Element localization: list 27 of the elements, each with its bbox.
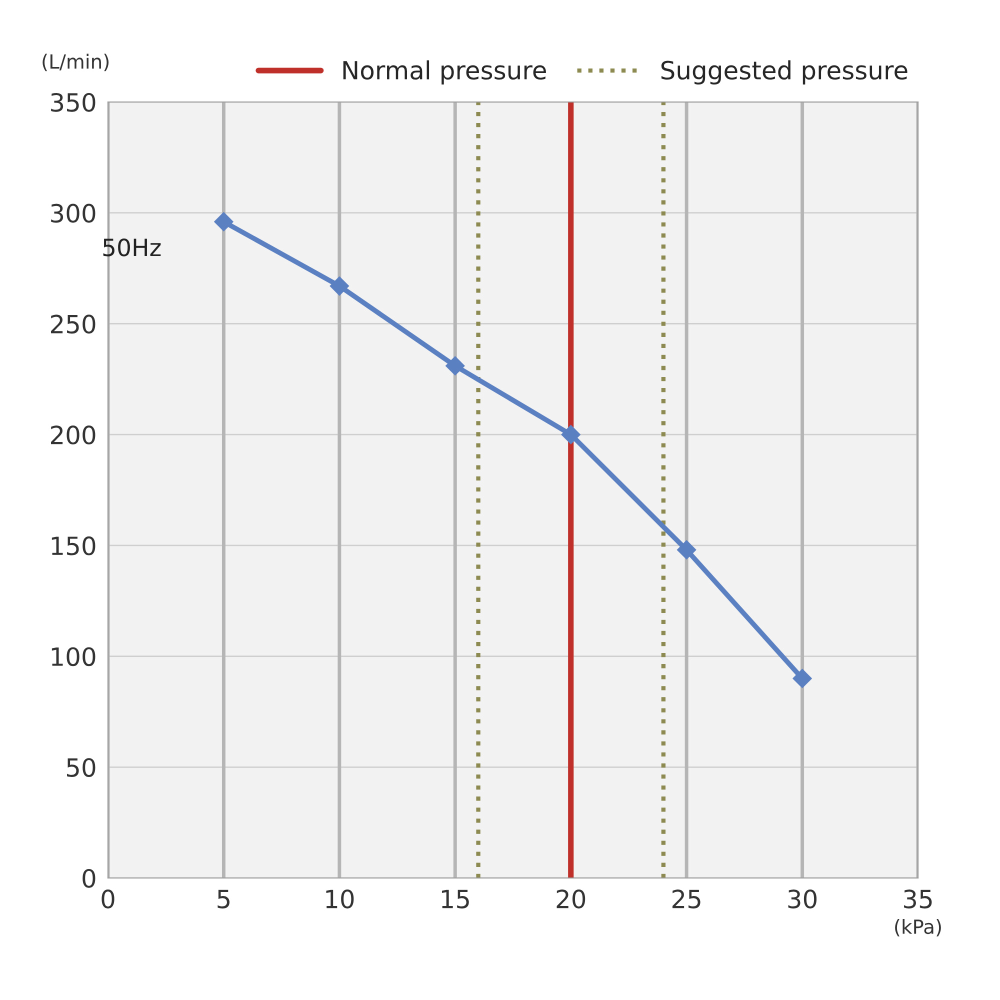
y-tick-label: 100	[52, 647, 96, 666]
annotation: 50Hz	[103, 238, 161, 256]
point	[561, 424, 581, 444]
legend-label: Normal pressure	[343, 60, 546, 84]
y-tick-label: 350	[51, 92, 96, 112]
x-tick-label: 5	[218, 890, 230, 908]
x-tick-label: 30	[788, 890, 817, 908]
point	[445, 356, 465, 376]
y-tick-label: 250	[51, 314, 96, 334]
x-tick-label: 20	[556, 890, 586, 908]
point	[214, 212, 234, 232]
point	[792, 668, 812, 688]
x-tick-label: 15	[442, 890, 469, 908]
y-tick-label: 300	[51, 204, 96, 223]
y-tick-label: 150	[52, 536, 96, 556]
x-tick-label: 25	[672, 890, 700, 908]
x-tick-label: 0	[102, 890, 114, 908]
y-tick-label: 200	[51, 426, 96, 444]
legend-label: Suggested pressure	[661, 60, 908, 84]
point	[676, 540, 696, 560]
x-tick-label: 35	[904, 890, 932, 908]
point	[330, 276, 350, 296]
y-tick-label: 0	[82, 868, 96, 888]
y-axis-title: (L/min)	[42, 54, 109, 72]
x-axis-title: (kPa)	[895, 919, 941, 936]
y-tick-label: 50	[67, 758, 96, 777]
x-tick-label: 10	[326, 890, 354, 908]
